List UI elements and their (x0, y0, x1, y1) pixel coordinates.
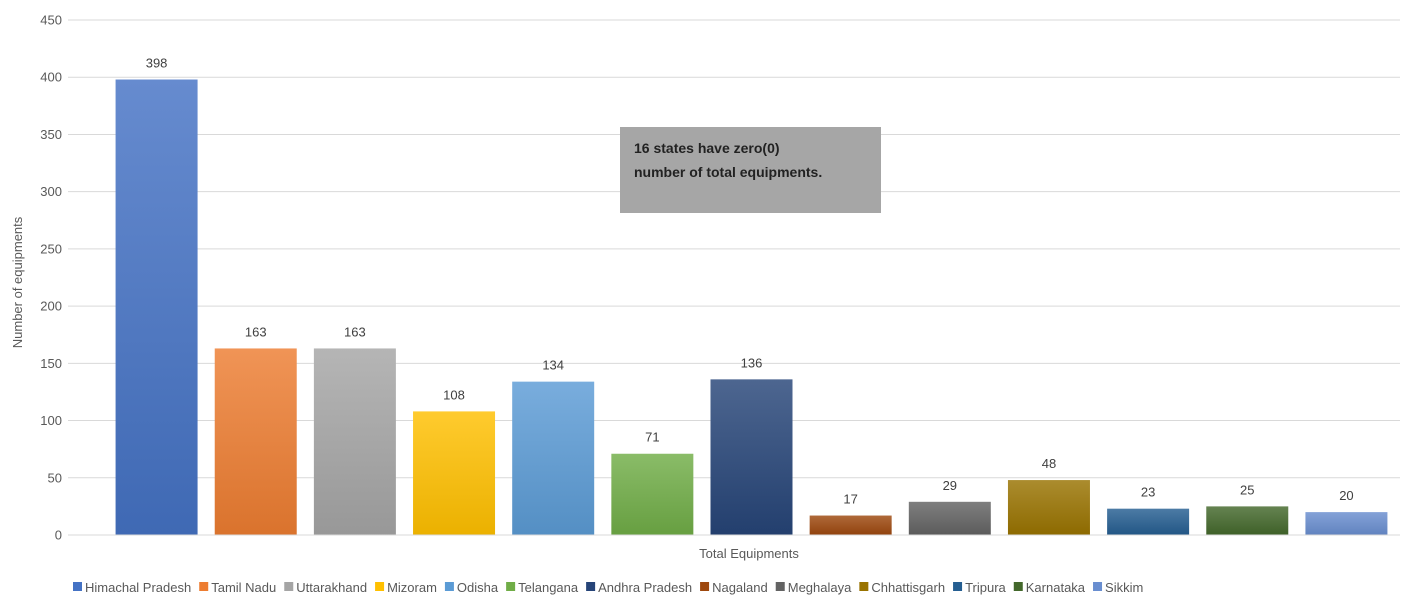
legend-label: Chhattisgarh (871, 580, 945, 595)
legend-swatch (506, 582, 515, 591)
legend-swatch (284, 582, 293, 591)
y-axis-title: Number of equipments (10, 216, 25, 348)
legend-swatch (953, 582, 962, 591)
legend-label: Telangana (518, 580, 579, 595)
legend-label: Andhra Pradesh (598, 580, 692, 595)
y-tick-label: 400 (40, 70, 62, 85)
legend-label: Meghalaya (788, 580, 852, 595)
legend-swatch (859, 582, 868, 591)
legend-swatch (199, 582, 208, 591)
y-tick-label: 150 (40, 356, 62, 371)
x-axis-title: Total Equipments (699, 546, 799, 561)
y-tick-label: 250 (40, 241, 62, 256)
bar-telangana (611, 454, 693, 535)
bar-meghalaya (909, 502, 991, 535)
legend-swatch (586, 582, 595, 591)
y-tick-label: 200 (40, 299, 62, 314)
annotation-line-1: 16 states have zero(0) (634, 140, 780, 156)
data-label: 48 (1042, 456, 1056, 471)
legend-label: Tamil Nadu (211, 580, 276, 595)
data-label: 398 (146, 56, 168, 71)
legend-swatch (73, 582, 82, 591)
y-tick-label: 0 (55, 528, 62, 543)
y-tick-label: 100 (40, 413, 62, 428)
bar-nagaland (810, 516, 892, 535)
data-label: 163 (245, 324, 267, 339)
y-tick-label: 450 (40, 13, 62, 28)
annotation-line-2: number of total equipments. (634, 164, 822, 180)
bar-tamil-nadu (215, 348, 297, 535)
data-label: 20 (1339, 488, 1353, 503)
data-label: 136 (741, 355, 763, 370)
bar-mizoram (413, 411, 495, 535)
data-label: 23 (1141, 485, 1155, 500)
data-label: 29 (943, 478, 957, 493)
y-tick-label: 50 (48, 470, 62, 485)
bar-himachal-pradesh (116, 80, 198, 535)
legend-swatch (776, 582, 785, 591)
bar-tripura (1107, 509, 1189, 535)
data-label: 71 (645, 430, 659, 445)
y-tick-label: 350 (40, 127, 62, 142)
legend-swatch (1014, 582, 1023, 591)
bar-sikkim (1305, 512, 1387, 535)
legend-label: Tripura (965, 580, 1006, 595)
bar-andhra-pradesh (711, 379, 793, 535)
legend-label: Karnataka (1026, 580, 1086, 595)
legend-swatch (700, 582, 709, 591)
bar-uttarakhand (314, 348, 396, 535)
legend-label: Himachal Pradesh (85, 580, 191, 595)
annotation-box: 16 states have zero(0) number of total e… (620, 127, 881, 213)
bar-karnataka (1206, 506, 1288, 535)
data-label: 25 (1240, 482, 1254, 497)
bar-chhattisgarh (1008, 480, 1090, 535)
data-label: 134 (542, 358, 564, 373)
data-label: 108 (443, 387, 465, 402)
legend-swatch (375, 582, 384, 591)
legend-label: Sikkim (1105, 580, 1143, 595)
legend-label: Uttarakhand (296, 580, 367, 595)
legend-label: Nagaland (712, 580, 768, 595)
y-axis-ticks: 0 50 100 150 200 250 300 350 400 450 (40, 13, 62, 543)
legend-label: Odisha (457, 580, 499, 595)
legend-label: Mizoram (387, 580, 437, 595)
bar-odisha (512, 382, 594, 535)
data-label: 163 (344, 324, 366, 339)
data-label: 17 (843, 492, 857, 507)
legend-swatch (445, 582, 454, 591)
legend-swatch (1093, 582, 1102, 591)
legend: Himachal Pradesh Tamil Nadu Uttarakhand Miz… (73, 580, 1143, 595)
y-tick-label: 300 (40, 184, 62, 199)
